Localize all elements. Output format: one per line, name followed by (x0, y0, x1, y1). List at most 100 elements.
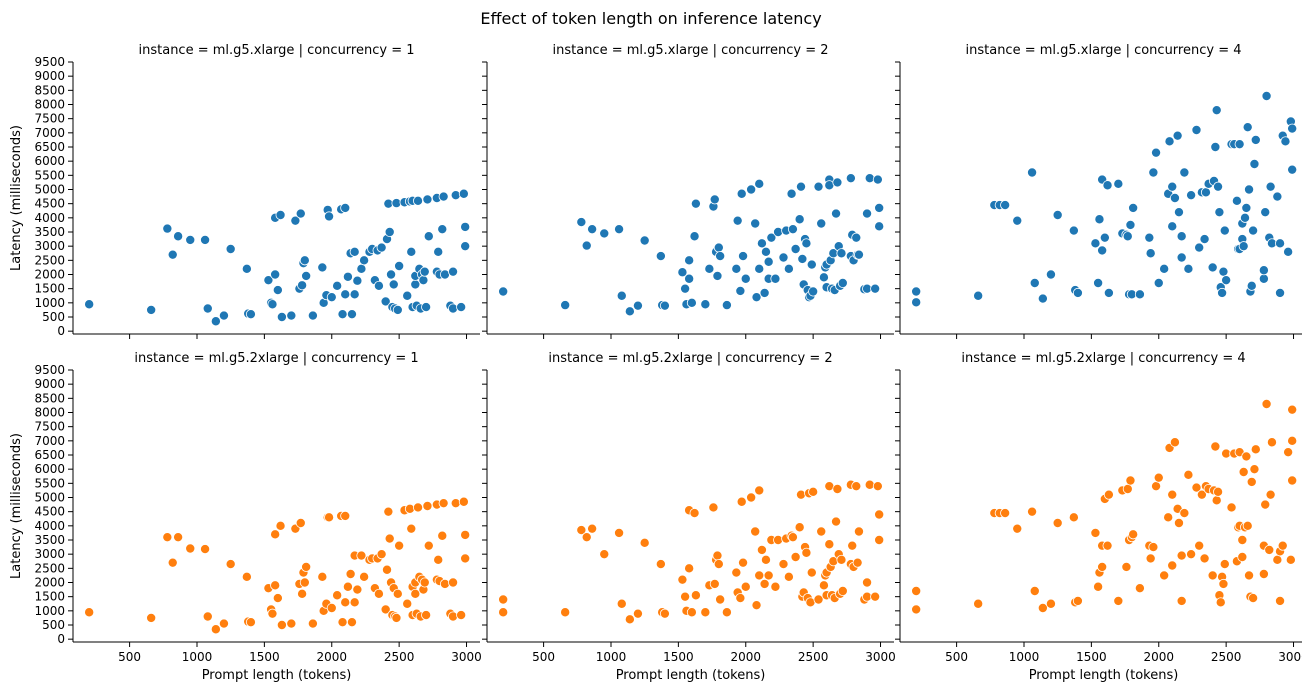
data-point (185, 234, 196, 245)
data-point (286, 310, 297, 321)
x-tick-label: 500 (945, 650, 968, 664)
data-point (599, 228, 610, 239)
data-point (410, 588, 421, 599)
data-point (763, 570, 774, 581)
data-point (773, 226, 784, 237)
x-tick-label: 1000 (182, 650, 213, 664)
data-point (218, 310, 229, 321)
data-point (359, 255, 370, 266)
data-point (801, 238, 812, 249)
data-point (560, 607, 571, 618)
data-point (84, 607, 95, 618)
y-tick-label: 5000 (34, 183, 65, 197)
data-point (421, 302, 432, 313)
data-point (700, 299, 711, 310)
data-point (383, 506, 394, 517)
data-point (1241, 451, 1252, 462)
data-point (973, 290, 984, 301)
data-point (624, 306, 635, 317)
data-point (376, 549, 387, 560)
data-point (448, 266, 459, 277)
y-tick-label: 0 (57, 324, 65, 338)
data-point (340, 202, 351, 213)
data-point (1148, 167, 1159, 178)
data-point (167, 557, 178, 568)
data-point (1287, 404, 1298, 415)
data-point (438, 191, 449, 202)
data-point (1176, 550, 1187, 561)
data-point (715, 251, 726, 262)
data-point (460, 529, 471, 540)
data-point (1159, 263, 1170, 274)
data-point (1099, 232, 1110, 243)
data-point (1258, 265, 1269, 276)
data-point (700, 607, 711, 618)
data-point (1012, 523, 1023, 534)
y-tick-label: 1000 (34, 296, 65, 310)
data-point (286, 618, 297, 629)
data-point (324, 512, 335, 523)
data-point (689, 508, 700, 519)
data-point (796, 181, 807, 192)
data-point (576, 217, 587, 228)
data-point (1246, 280, 1257, 291)
data-point (1068, 225, 1079, 236)
data-point (740, 581, 751, 592)
data-point (1072, 287, 1083, 298)
y-tick-label: 2500 (34, 561, 65, 575)
y-tick-label: 4000 (34, 211, 65, 225)
data-point (349, 289, 360, 300)
data-point (380, 604, 391, 615)
data-point (750, 526, 761, 537)
data-point (864, 173, 875, 184)
data-point (1283, 246, 1294, 257)
data-point (342, 271, 353, 282)
data-point (1153, 472, 1164, 483)
data-point (275, 520, 286, 531)
data-point (460, 241, 471, 252)
data-point (340, 510, 351, 521)
data-point (173, 532, 184, 543)
data-point (680, 591, 691, 602)
data-point (1176, 231, 1187, 242)
data-point (1183, 469, 1194, 480)
data-point (847, 540, 858, 551)
data-point (245, 617, 256, 628)
data-point (376, 242, 387, 253)
data-point (1090, 527, 1101, 538)
data-point (276, 311, 287, 322)
data-point (1258, 569, 1269, 580)
data-point (439, 578, 450, 589)
y-tick-label: 6500 (34, 140, 65, 154)
data-point (1103, 489, 1114, 500)
x-tick-label: 3000 (865, 650, 896, 664)
data-point (458, 188, 469, 199)
data-point (422, 194, 433, 205)
data-point (402, 598, 413, 609)
data-point (801, 547, 812, 558)
data-point (146, 304, 157, 315)
data-point (1275, 238, 1286, 249)
y-tick-label: 4500 (34, 197, 65, 211)
data-point (356, 263, 367, 274)
data-point (1199, 553, 1210, 564)
data-point (1167, 560, 1178, 571)
data-point (740, 273, 751, 284)
data-point (870, 283, 881, 294)
data-point (587, 224, 598, 235)
data-point (270, 580, 281, 591)
data-point (167, 249, 178, 260)
data-point (1029, 586, 1040, 597)
data-point (1207, 262, 1218, 273)
data-point (614, 224, 625, 235)
data-point (1145, 553, 1156, 564)
data-point (1169, 192, 1180, 203)
data-point (1172, 130, 1183, 141)
y-tick-label: 8500 (34, 391, 65, 405)
data-point (1265, 181, 1276, 192)
data-point (1068, 512, 1079, 523)
data-point (352, 584, 363, 595)
data-point (746, 184, 757, 195)
data-point (1241, 202, 1252, 213)
data-point (680, 283, 691, 294)
